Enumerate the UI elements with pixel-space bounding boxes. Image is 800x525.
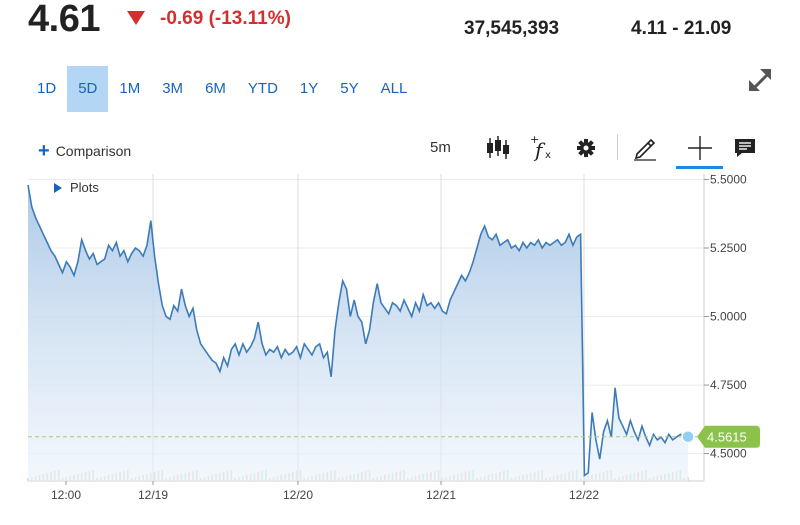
toolbar-divider: [617, 134, 618, 160]
x-tick-label: 12/22: [569, 488, 599, 502]
svg-text:x: x: [545, 150, 551, 161]
last-price-badge: 4.5615: [697, 425, 760, 448]
expand-icon[interactable]: [744, 64, 778, 98]
range-tabs: 1D 5D 1M 3M 6M YTD 1Y 5Y ALL: [26, 66, 418, 112]
y-tick-label: 4.7500: [710, 378, 747, 392]
last-price-dot: [681, 429, 695, 444]
y-tick-label: 5.0000: [710, 310, 747, 324]
price-change: -0.69 (-13.11%): [160, 8, 291, 29]
plus-icon: +: [38, 140, 50, 162]
range-tab-1m[interactable]: 1M: [119, 80, 141, 97]
y-tick-label: 5.5000: [710, 172, 747, 186]
x-tick-label: 12:00: [51, 488, 81, 502]
last-price: 4.61: [28, 0, 100, 40]
x-tick-label: 12/19: [138, 488, 168, 502]
pencil-icon[interactable]: [629, 132, 661, 164]
function-icon[interactable]: + f x: [525, 132, 557, 164]
x-tick-label: 12/21: [426, 488, 456, 502]
range-tab-5y[interactable]: 5Y: [340, 80, 359, 97]
range-tab-1d[interactable]: 1D: [37, 80, 57, 97]
day-range: 4.11 - 21.09: [631, 18, 732, 39]
plots-label: Plots: [70, 180, 99, 195]
volume-value: 37,545,393: [464, 18, 560, 39]
candlestick-icon[interactable]: [482, 132, 514, 164]
range-tab-6m[interactable]: 6M: [205, 80, 226, 97]
comment-icon[interactable]: [729, 132, 761, 164]
comparison-button[interactable]: + Comparison: [38, 140, 132, 162]
crosshair-icon[interactable]: [684, 132, 716, 164]
y-tick-label: 5.2500: [710, 241, 747, 255]
gear-icon[interactable]: [570, 132, 602, 164]
range-tab-ytd[interactable]: YTD: [247, 80, 278, 97]
triangle-right-icon: [54, 182, 62, 193]
price-line: [27, 184, 689, 478]
x-tick-label: 12/20: [283, 488, 313, 502]
interval-selector[interactable]: 5m: [430, 139, 451, 156]
range-tab-1y[interactable]: 1Y: [299, 80, 319, 97]
price-area: [28, 185, 688, 481]
svg-text:+: +: [530, 133, 539, 146]
y-tick-label: 4.5000: [710, 447, 747, 461]
active-tool-underline: [676, 166, 723, 169]
plots-toggle[interactable]: Plots: [54, 180, 99, 195]
range-tab-all[interactable]: ALL: [380, 80, 408, 97]
range-tab-3m[interactable]: 3M: [162, 80, 184, 97]
range-tab-5d[interactable]: 5D: [67, 66, 109, 112]
comparison-label: Comparison: [55, 143, 132, 159]
down-arrow-icon: [127, 11, 145, 25]
last-price-badge-label: 4.5615: [707, 430, 747, 445]
